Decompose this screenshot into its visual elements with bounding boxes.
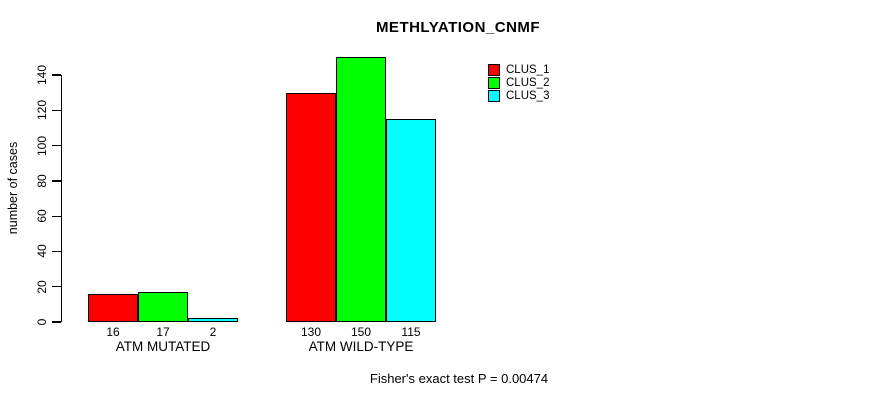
- y-tick: [52, 74, 61, 76]
- y-tick-label: 140: [35, 64, 49, 86]
- bar-value-label: 2: [209, 325, 217, 339]
- y-tick: [52, 250, 61, 253]
- bar-value-label: 16: [106, 325, 120, 339]
- category-label: ATM WILD-TYPE: [308, 339, 414, 354]
- category-label: ATM MUTATED: [115, 339, 211, 354]
- legend-swatch: [488, 77, 500, 90]
- legend-label: CLUS_3: [506, 90, 550, 103]
- y-tick-label: 0: [35, 318, 49, 326]
- footnote: Fisher's exact test P = 0.00474: [369, 371, 549, 386]
- legend: CLUS_1 CLUS_2 CLUS_3: [488, 64, 549, 103]
- bar-value-label: 115: [401, 325, 421, 339]
- y-tick-label: 120: [35, 100, 49, 121]
- bar-clus_2-1: [138, 292, 188, 322]
- bar-value-label: 17: [156, 325, 170, 339]
- legend-label: CLUS_1: [506, 64, 550, 77]
- bar-clus_1-1: [88, 293, 138, 322]
- y-tick: [52, 215, 61, 217]
- y-tick-label: 100: [35, 135, 49, 156]
- bar-value-label: 150: [350, 325, 372, 339]
- y-axis-title: number of cases: [6, 141, 20, 235]
- bar-clus_2-2: [336, 57, 386, 322]
- y-tick-label: 80: [35, 174, 49, 188]
- y-tick-label: 60: [35, 209, 49, 223]
- bar-clus_1-2: [286, 92, 336, 322]
- y-tick: [52, 144, 61, 147]
- legend-item: CLUS_3: [488, 90, 549, 103]
- legend-swatch: [488, 90, 500, 103]
- chart-title: METHLYATION_CNMF: [375, 19, 541, 36]
- legend-item: CLUS_2: [488, 77, 549, 90]
- bar-clus_3-1: [188, 318, 238, 322]
- bar-clus_3-2: [386, 119, 436, 322]
- bar-value-label: 130: [300, 325, 322, 339]
- y-axis-line: [61, 75, 63, 322]
- y-tick: [52, 321, 61, 323]
- y-tick-label: 40: [35, 244, 49, 259]
- y-tick: [52, 180, 61, 182]
- legend-item: CLUS_1: [488, 64, 549, 77]
- y-tick-label: 20: [35, 280, 49, 294]
- legend-label: CLUS_2: [506, 77, 550, 90]
- legend-swatch: [488, 64, 500, 77]
- y-tick: [52, 286, 61, 288]
- y-tick: [52, 109, 61, 111]
